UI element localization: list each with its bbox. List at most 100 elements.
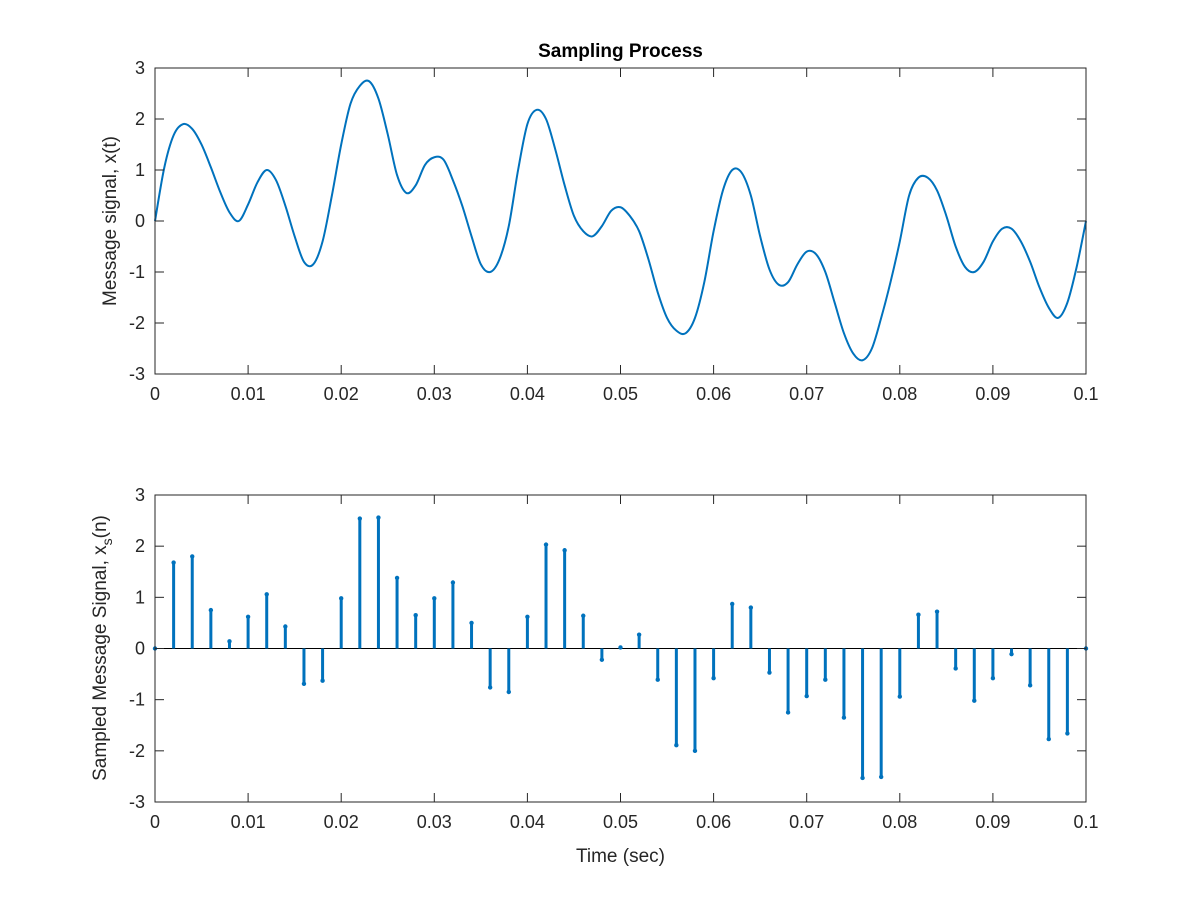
stem-marker (916, 612, 921, 617)
x-tick-label: 0.05 (603, 384, 638, 404)
stem-marker (525, 614, 530, 619)
stem-marker (413, 613, 418, 618)
stem-marker (730, 601, 735, 607)
axes-sampled-signal: 0 0.01 0.02 0.03 0.04 0.05 0.06 0.07 0.08 0.09 0.1… (90, 485, 1099, 867)
stem-marker (599, 657, 605, 662)
stem-marker (339, 596, 344, 601)
x-tick-label: 0.03 (417, 384, 452, 404)
stem-marker (897, 694, 902, 699)
y-tick-label: -3 (129, 792, 145, 812)
x-tick-label: 0.01 (231, 812, 266, 832)
x-tick-label: 0.02 (324, 384, 359, 404)
y-axis-label-bottom: Sampled Message Signal, xs(n) (90, 515, 115, 781)
x-tick-label: 0.04 (510, 812, 545, 832)
stem-marker (301, 681, 307, 687)
stem-marker (1009, 651, 1014, 657)
stem-marker (487, 685, 493, 690)
stem-marker (804, 693, 809, 699)
bottom-ticks: 0 0.01 0.02 0.03 0.04 0.05 0.06 0.07 0.08 0.09 0.1… (129, 485, 1099, 832)
y-tick-label: 1 (135, 160, 145, 180)
y-tick-label: 0 (135, 639, 145, 659)
stem-marker (972, 698, 977, 703)
stem-marker (283, 624, 288, 629)
stem-marker (748, 605, 754, 610)
y-tick-label: -3 (129, 364, 145, 384)
stem-marker (581, 613, 586, 618)
stem-marker (1065, 731, 1070, 736)
y-tick-label: 2 (135, 109, 145, 129)
x-tick-label: 0.09 (975, 384, 1010, 404)
x-tick-label: 0.05 (603, 812, 638, 832)
x-axis-label: Time (sec) (576, 846, 665, 867)
y-tick-label: -2 (129, 741, 145, 761)
stem-marker (953, 666, 958, 671)
x-tick-label: 0.02 (324, 812, 359, 832)
stem-marker (562, 548, 567, 553)
stem-marker (841, 715, 847, 720)
y-tick-label: 1 (135, 587, 145, 607)
x-tick-label: 0 (150, 812, 160, 832)
x-tick-label: 0.06 (696, 384, 731, 404)
x-tick-label: 0.07 (789, 812, 824, 832)
chart-title: Sampling Process (538, 41, 703, 62)
stem-marker (1027, 683, 1033, 688)
x-tick-label: 0.06 (696, 812, 731, 832)
x-tick-label: 0.07 (789, 384, 824, 404)
stem-marker (376, 515, 381, 520)
y-axis-label-bottom-main: Sampled Message Signal, x (90, 545, 111, 781)
x-tick-label: 0.09 (975, 812, 1010, 832)
y-tick-label: 3 (135, 58, 145, 78)
top-plot-content (154, 79, 1087, 362)
signal-line (154, 79, 1087, 362)
y-tick-label: -1 (129, 690, 145, 710)
plot-area-top (155, 68, 1086, 374)
stem-marker (469, 620, 474, 626)
stem-marker (432, 596, 437, 601)
stem-marker (692, 748, 698, 754)
y-tick-label: 0 (135, 211, 145, 231)
axes-message-signal: 0 0.01 0.02 0.03 0.04 0.05 0.06 0.07 0.08 0.09 0.1… (100, 41, 1099, 404)
stem-marker (394, 575, 400, 581)
stem-marker (506, 689, 511, 695)
stem-marker (208, 607, 214, 613)
stem-marker (190, 554, 195, 559)
stem-marker (450, 580, 456, 585)
y-tick-label: 2 (135, 536, 145, 556)
stem-marker (245, 614, 251, 619)
y-tick-label: -1 (129, 262, 145, 282)
stem-marker (785, 710, 791, 715)
x-tick-label: 0.03 (417, 812, 452, 832)
stem-marker (767, 670, 772, 675)
stem-marker (990, 675, 996, 681)
stem-marker (264, 592, 269, 597)
stem-marker (878, 774, 884, 780)
y-tick-label: 3 (135, 485, 145, 505)
x-tick-label: 0.01 (231, 384, 266, 404)
stem-marker (823, 677, 828, 682)
y-axis-label-top: Message signal, x(t) (100, 136, 121, 306)
stem-marker (320, 678, 325, 683)
stem-marker (357, 516, 363, 521)
stem-marker (674, 743, 679, 748)
x-tick-label: 0.08 (882, 384, 917, 404)
stem-marker (171, 560, 176, 565)
y-tick-label: -2 (129, 313, 145, 333)
stem-marker (860, 775, 865, 781)
stem-marker (655, 677, 660, 682)
stem-marker (543, 542, 549, 547)
stem-marker (636, 632, 642, 637)
stem-marker (711, 675, 716, 681)
y-axis-label-bottom-suffix: (n) (90, 515, 111, 538)
x-tick-label: 0.1 (1073, 812, 1098, 832)
x-tick-label: 0.08 (882, 812, 917, 832)
y-axis-label-bottom-text: Sampled Message Signal, xs(n) (90, 515, 115, 781)
x-tick-label: 0.04 (510, 384, 545, 404)
stem-marker (1046, 736, 1051, 742)
stem-marker (618, 645, 623, 650)
stem-marker (934, 609, 940, 614)
y-axis-label-bottom-sub: s (99, 538, 115, 545)
x-tick-label: 0.1 (1073, 384, 1098, 404)
stem-marker (227, 639, 232, 644)
